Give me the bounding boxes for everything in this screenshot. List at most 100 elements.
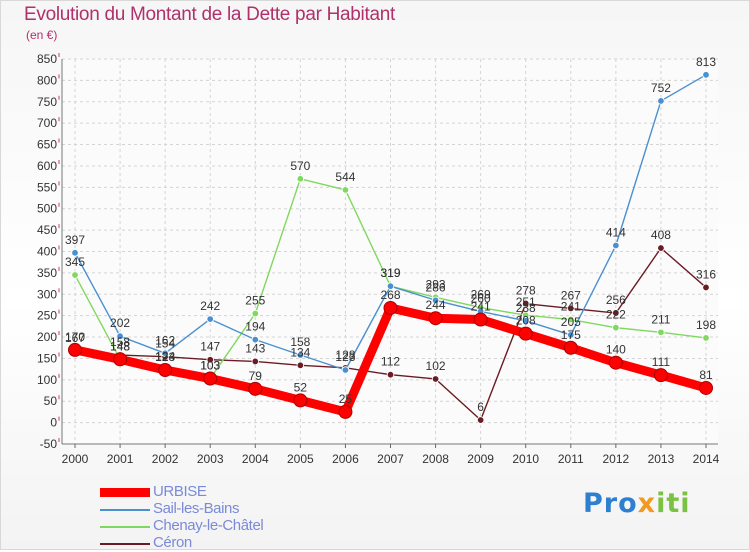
x-tick-label: 2014 bbox=[693, 452, 720, 466]
y-tick-label: -50 bbox=[40, 437, 58, 451]
data-label: 162 bbox=[155, 333, 175, 347]
x-tick-label: 2013 bbox=[648, 452, 675, 466]
y-tick-label: 650 bbox=[37, 138, 57, 152]
data-label: 134 bbox=[290, 345, 310, 359]
data-labels: 397 202 162 242 194 158 123 319 286 260 238 205 414 7… bbox=[65, 55, 716, 414]
legend-swatch bbox=[100, 488, 150, 497]
data-label: 6 bbox=[477, 400, 484, 414]
legend-label: URBISE bbox=[153, 483, 207, 500]
data-point bbox=[251, 357, 259, 366]
data-point bbox=[702, 71, 710, 79]
legend-label: Céron bbox=[153, 534, 192, 551]
data-point bbox=[702, 283, 710, 292]
legend-label: Sail-les-Bains bbox=[153, 500, 240, 517]
data-point bbox=[518, 326, 533, 341]
y-tick-label: 250 bbox=[37, 309, 57, 323]
data-label: 103 bbox=[200, 359, 220, 373]
data-point bbox=[431, 296, 440, 304]
data-point bbox=[653, 368, 668, 383]
data-label: 316 bbox=[696, 267, 716, 281]
data-label: 208 bbox=[516, 314, 536, 328]
data-point bbox=[522, 317, 530, 325]
x-tick-label: 2009 bbox=[467, 452, 494, 466]
chart-title: Evolution du Montant de la Dette par Hab… bbox=[24, 4, 395, 25]
x-tick-label: 2004 bbox=[242, 452, 269, 466]
y-tick-label: 100 bbox=[37, 373, 57, 387]
series-lines bbox=[68, 71, 713, 424]
data-label: 123 bbox=[335, 350, 355, 364]
data-point bbox=[338, 404, 353, 419]
data-point bbox=[341, 366, 350, 374]
data-label: 158 bbox=[290, 335, 310, 349]
data-label: 175 bbox=[561, 328, 581, 342]
data-label: 25 bbox=[339, 392, 353, 406]
data-label: 256 bbox=[606, 293, 626, 307]
x-tick-label: 2000 bbox=[62, 452, 89, 466]
data-label: 251 bbox=[516, 295, 536, 309]
data-label: 112 bbox=[381, 355, 400, 369]
data-point bbox=[71, 271, 79, 279]
y-tick-label: 500 bbox=[37, 202, 57, 216]
data-point bbox=[428, 311, 443, 326]
y-tick-label: 400 bbox=[37, 245, 57, 259]
grid-lines bbox=[62, 58, 718, 445]
data-label: 397 bbox=[65, 233, 85, 247]
data-label: 123 bbox=[155, 350, 175, 364]
y-tick-label: 800 bbox=[37, 73, 57, 87]
data-point bbox=[206, 315, 214, 323]
data-label: 202 bbox=[110, 316, 130, 330]
data-point bbox=[473, 312, 488, 327]
data-label: 52 bbox=[294, 380, 308, 394]
y-tick-label: 150 bbox=[37, 351, 57, 365]
data-label: 128 bbox=[335, 348, 355, 362]
x-tick-label: 2012 bbox=[603, 452, 630, 466]
data-label: 408 bbox=[651, 228, 671, 242]
data-point bbox=[203, 371, 218, 386]
y-tick-label: 700 bbox=[37, 116, 57, 130]
data-point bbox=[608, 355, 623, 370]
x-tick-label: 2003 bbox=[197, 452, 224, 466]
data-point bbox=[116, 332, 124, 340]
x-tick-label: 2002 bbox=[152, 452, 179, 466]
data-label: 319 bbox=[380, 266, 400, 280]
data-label: 570 bbox=[290, 159, 310, 173]
data-label: 140 bbox=[606, 343, 626, 357]
x-tick-label: 2007 bbox=[377, 452, 404, 466]
data-label: 79 bbox=[249, 369, 263, 383]
data-label: 102 bbox=[426, 359, 446, 373]
data-point bbox=[657, 328, 665, 337]
y-tick-label: 850 bbox=[37, 52, 57, 66]
data-point bbox=[612, 309, 620, 317]
y-tick-label: 0 bbox=[50, 416, 57, 430]
data-label: 752 bbox=[651, 81, 671, 95]
y-tick-label: 300 bbox=[37, 287, 57, 301]
data-label: 813 bbox=[696, 55, 716, 69]
data-label: 154 bbox=[155, 337, 175, 351]
legend-swatch bbox=[100, 509, 150, 511]
data-label: 158 bbox=[110, 335, 130, 349]
data-label: 278 bbox=[516, 284, 536, 298]
data-label: 268 bbox=[380, 288, 400, 302]
data-label: 111 bbox=[652, 355, 671, 369]
y-tick-label: 450 bbox=[37, 223, 57, 237]
data-point bbox=[248, 381, 263, 396]
data-point bbox=[386, 371, 395, 379]
data-point bbox=[113, 352, 128, 367]
data-label: 242 bbox=[200, 299, 220, 313]
data-point bbox=[251, 309, 259, 318]
data-point bbox=[206, 356, 214, 364]
data-point bbox=[612, 323, 620, 332]
y-tick-label: 550 bbox=[37, 180, 57, 194]
data-point bbox=[567, 304, 575, 313]
data-label: 103 bbox=[200, 359, 220, 373]
data-label: 414 bbox=[606, 226, 626, 240]
data-point bbox=[702, 334, 710, 342]
data-point bbox=[567, 331, 575, 339]
data-point bbox=[296, 361, 305, 369]
data-label: 124 bbox=[155, 350, 175, 364]
data-point bbox=[71, 249, 79, 257]
data-point bbox=[522, 299, 530, 308]
x-tick-label: 2005 bbox=[287, 452, 314, 466]
x-tick-label: 2011 bbox=[558, 452, 584, 466]
